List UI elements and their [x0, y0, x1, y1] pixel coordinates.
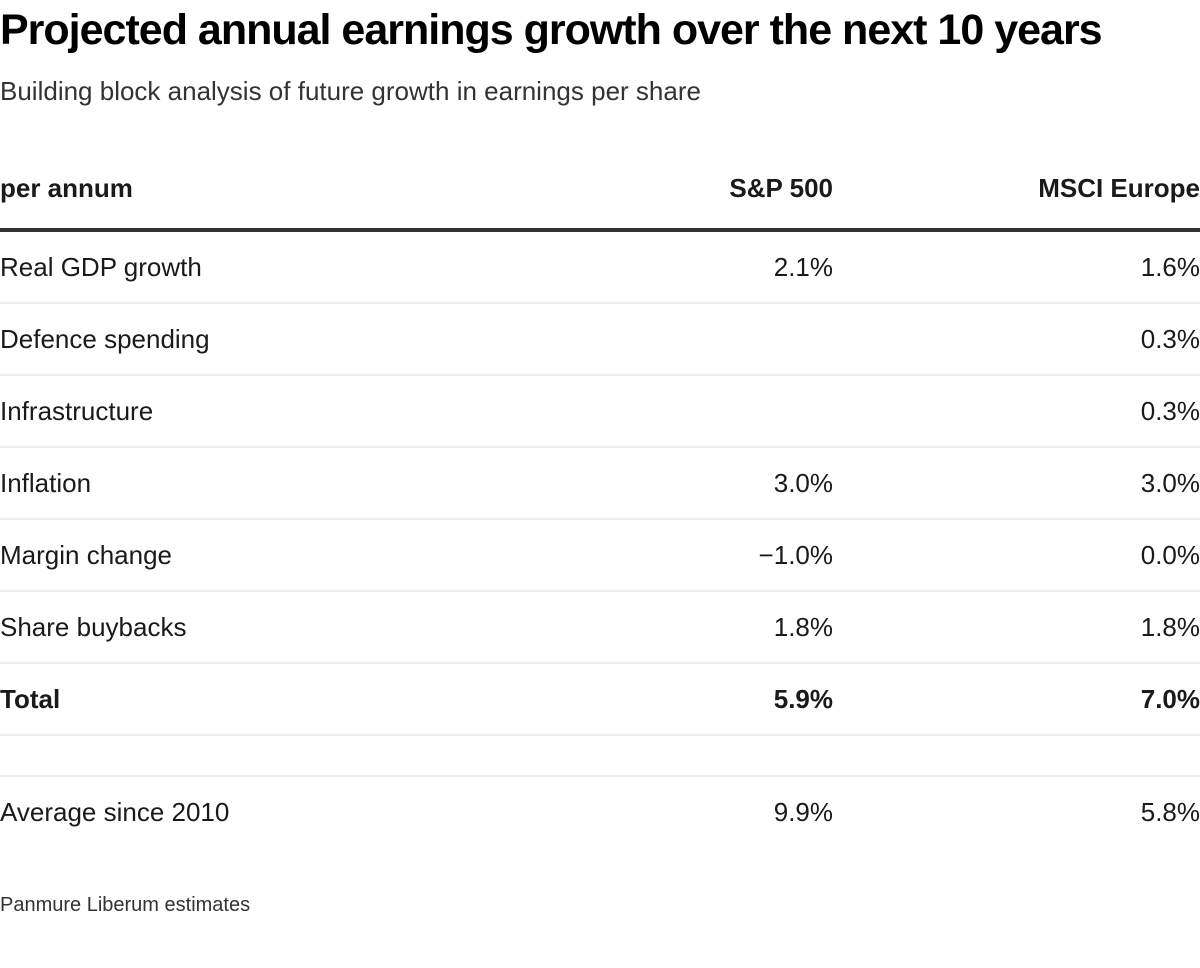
earnings-growth-table: per annum S&P 500 MSCI Europe Real GDP g… — [0, 161, 1200, 847]
cell-sp500 — [450, 375, 833, 448]
column-header-msci-europe: MSCI Europe — [833, 161, 1200, 232]
cell-msci-europe — [833, 735, 1200, 777]
column-header-per-annum: per annum — [0, 161, 450, 232]
cell-sp500: 9.9% — [773, 796, 833, 827]
row-label: Defence spending — [0, 303, 450, 376]
cell-sp500 — [450, 303, 833, 376]
table-row: Margin change −1.0% 0.0% — [0, 519, 1200, 592]
row-label: Average since 2010 — [0, 796, 230, 827]
table-row: Average since 2010 9.9% 5.8% — [0, 776, 1200, 847]
table-header-row: per annum S&P 500 MSCI Europe — [0, 161, 1200, 232]
cell-sp500 — [450, 735, 833, 777]
cell-sp500: 5.9% — [450, 663, 833, 736]
row-label: Total — [0, 663, 450, 736]
table-row: Real GDP growth 2.1% 1.6% — [0, 230, 1200, 304]
row-label: Share buybacks — [0, 591, 450, 664]
cell-sp500: 2.1% — [450, 230, 833, 304]
row-label: Inflation — [0, 447, 450, 520]
table-row: Share buybacks 1.8% 1.8% — [0, 591, 1200, 664]
chart-title: Projected annual earnings growth over th… — [0, 6, 1103, 54]
row-label: Margin change — [0, 519, 450, 592]
cell-msci-europe: 1.6% — [833, 230, 1200, 304]
cell-sp500: 1.8% — [450, 591, 833, 664]
table-row: Total 5.9% 7.0% — [0, 663, 1200, 736]
table-row: Defence spending 0.3% — [0, 303, 1200, 376]
table-body: Real GDP growth 2.1% 1.6% Defence spending 0… — [0, 230, 1200, 847]
row-label: Real GDP growth — [0, 230, 450, 304]
cell-msci-europe: 0.0% — [833, 519, 1200, 592]
row-label: Infrastructure — [0, 375, 450, 448]
cell-sp500: −1.0% — [450, 519, 833, 592]
spacer-row — [0, 735, 1200, 777]
chart-subtitle: Building block analysis of future growth… — [0, 76, 701, 106]
cell-msci-europe: 7.0% — [833, 663, 1200, 736]
cell-msci-europe: 3.0% — [833, 447, 1200, 520]
row-label — [0, 735, 450, 777]
column-header-sp500: S&P 500 — [450, 161, 833, 232]
cell-sp500: 3.0% — [450, 447, 833, 520]
cell-msci-europe: 5.8% — [1140, 796, 1200, 827]
table-row: Infrastructure 0.3% — [0, 375, 1200, 448]
cell-msci-europe: 0.3% — [833, 303, 1200, 376]
cell-msci-europe: 0.3% — [833, 375, 1200, 448]
source-note: Panmure Liberum estimates — [0, 894, 251, 916]
cell-msci-europe: 1.8% — [833, 591, 1200, 664]
table-row: Inflation 3.0% 3.0% — [0, 447, 1200, 520]
